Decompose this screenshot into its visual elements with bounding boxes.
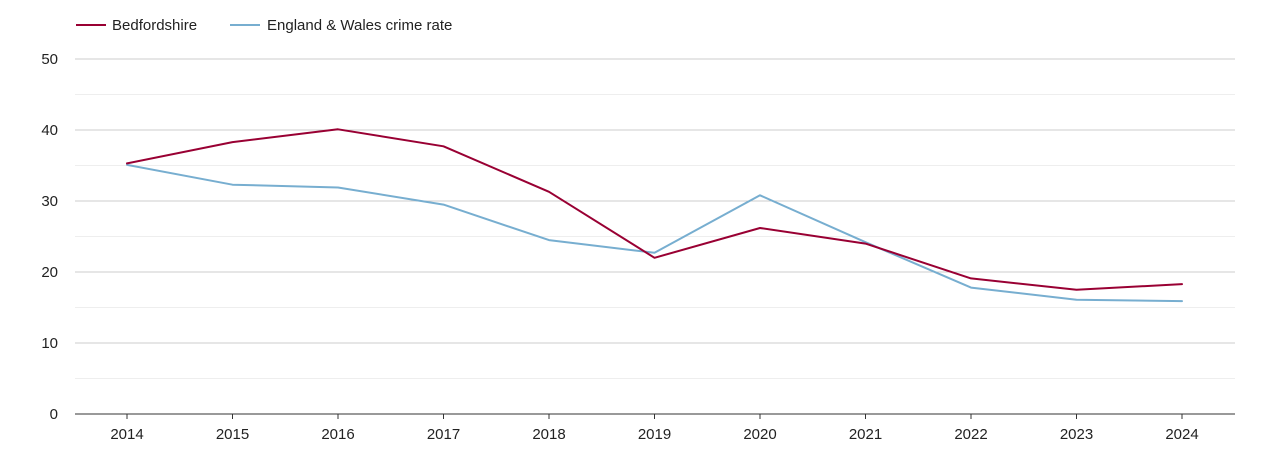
legend-item-bedfordshire[interactable]: Bedfordshire: [76, 17, 197, 34]
x-tick-label: 2018: [532, 426, 565, 443]
x-tick-label: 2015: [216, 426, 249, 443]
y-tick-label: 30: [41, 193, 58, 210]
x-tick-label: 2016: [321, 426, 354, 443]
data-point-bedfordshire[interactable]: [1074, 287, 1080, 293]
data-point-bedfordshire[interactable]: [441, 143, 447, 149]
y-tick-label: 20: [41, 264, 58, 281]
gridlines: [75, 58, 1235, 379]
data-point-bedfordshire[interactable]: [863, 241, 869, 247]
y-tick-label: 50: [41, 51, 58, 68]
legend-label-england-wales: England & Wales crime rate: [267, 17, 452, 34]
data-point-bedfordshire[interactable]: [968, 275, 974, 281]
x-tick-label: 2023: [1060, 426, 1093, 443]
data-point-bedfordshire[interactable]: [652, 255, 658, 261]
data-point-bedfordshire[interactable]: [546, 189, 552, 195]
y-tick-label: 0: [50, 406, 58, 423]
x-tick-label: 2019: [638, 426, 671, 443]
x-tick-label: 2017: [427, 426, 460, 443]
x-tick-label: 2022: [954, 426, 987, 443]
data-point-england-wales-crime-rate[interactable]: [335, 185, 341, 191]
data-point-england-wales-crime-rate[interactable]: [441, 202, 447, 208]
data-point-england-wales-crime-rate[interactable]: [968, 285, 974, 291]
x-tick-label: 2024: [1165, 426, 1198, 443]
data-point-england-wales-crime-rate[interactable]: [1179, 298, 1185, 304]
legend-item-england-wales[interactable]: England & Wales crime rate: [230, 17, 452, 34]
x-tick-label: 2014: [110, 426, 143, 443]
series-line-bedfordshire[interactable]: [126, 128, 1183, 291]
data-point-england-wales-crime-rate[interactable]: [546, 237, 552, 243]
data-point-bedfordshire[interactable]: [335, 126, 341, 132]
y-axis: 0 10 20 30 40 50: [41, 51, 58, 423]
legend: Bedfordshire England & Wales crime rate: [76, 17, 452, 34]
y-tick-label: 40: [41, 122, 58, 139]
data-point-bedfordshire[interactable]: [757, 225, 763, 231]
series-group: [124, 126, 1185, 304]
data-point-england-wales-crime-rate[interactable]: [230, 182, 236, 188]
data-point-england-wales-crime-rate[interactable]: [757, 192, 763, 198]
x-tick-label: 2021: [849, 426, 882, 443]
data-point-bedfordshire[interactable]: [230, 139, 236, 145]
data-point-bedfordshire[interactable]: [124, 160, 130, 166]
x-axis: 2014 2015 2016 2017 2018 2019 2020 2021 2022 2023…: [75, 413, 1235, 443]
x-tick-label: 2020: [743, 426, 776, 443]
y-tick-label: 10: [41, 335, 58, 352]
series-line-england-wales-crime-rate[interactable]: [126, 163, 1183, 303]
data-point-bedfordshire[interactable]: [1179, 281, 1185, 287]
data-point-england-wales-crime-rate[interactable]: [1074, 297, 1080, 303]
legend-label-bedfordshire: Bedfordshire: [112, 17, 197, 34]
